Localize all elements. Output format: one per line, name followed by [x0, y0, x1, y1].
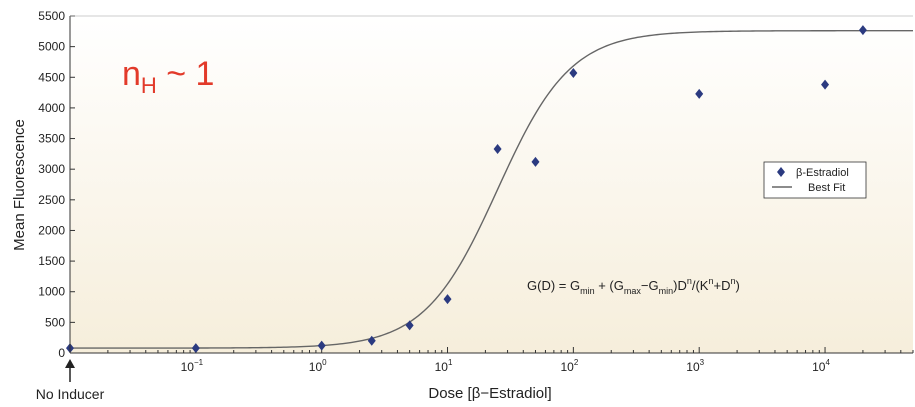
- y-tick-label: 1000: [38, 285, 65, 299]
- data-points-group: [66, 25, 867, 354]
- formula-part: + (G: [595, 278, 624, 293]
- nh-main: n: [122, 55, 141, 93]
- no-inducer-arrow-head: [65, 359, 75, 368]
- formula-sup: n: [730, 276, 735, 286]
- data-point: [405, 320, 414, 331]
- nh-rest: ~ 1: [157, 55, 215, 93]
- hill-formula: G(D) = Gmin + (Gmax−Gmin)Dn/(Kn+Dn): [527, 276, 740, 296]
- formula-part: /(K: [692, 278, 709, 293]
- formula-sup: n: [708, 276, 713, 286]
- hill-coefficient-annotation: nH ~ 1: [122, 55, 214, 98]
- y-tick-label: 2000: [38, 223, 65, 237]
- x-tick-label: 100: [309, 358, 327, 374]
- formula-sub: min: [659, 286, 674, 296]
- formula-sub: min: [580, 286, 595, 296]
- x-tick-label: 10−1: [181, 358, 204, 374]
- y-tick-label: 500: [45, 315, 65, 329]
- x-ticks-group: 10−1 100 101 102 103 104: [69, 347, 914, 374]
- data-point: [367, 335, 376, 346]
- x-tick-label: 103: [686, 358, 704, 374]
- y-ticks-group: 0 500 1000 1500 2000 2500 3000 3500 4000 4500 5000…: [38, 9, 75, 360]
- legend-label-series-1: β-Estradiol: [796, 167, 849, 179]
- no-inducer-marker: No Inducer: [36, 359, 105, 402]
- data-point: [443, 294, 452, 305]
- y-tick-label: 4000: [38, 101, 65, 115]
- x-tick-label: 104: [812, 358, 830, 374]
- y-tick-label: 4500: [38, 70, 65, 84]
- data-point: [695, 88, 704, 99]
- data-point: [191, 343, 200, 354]
- formula-part: +D: [714, 278, 731, 293]
- formula-part: ): [736, 278, 740, 293]
- x-axis-label: Dose [β−Estradiol]: [428, 385, 551, 402]
- no-inducer-label: No Inducer: [36, 386, 105, 402]
- data-point: [531, 156, 540, 167]
- y-tick-label: 5500: [38, 9, 65, 23]
- legend-marker-diamond-icon: [777, 167, 785, 177]
- formula-part: G(D) = G: [527, 278, 580, 293]
- y-tick-label: 2500: [38, 193, 65, 207]
- best-fit-line: [70, 30, 913, 349]
- formula-part: )D: [673, 278, 687, 293]
- formula-sub: max: [624, 286, 642, 296]
- formula-part: −G: [641, 278, 659, 293]
- y-axis-label: Mean Fluorescence: [11, 119, 28, 251]
- y-tick-label: 5000: [38, 40, 65, 54]
- y-tick-label: 3500: [38, 132, 65, 146]
- data-point: [493, 143, 502, 154]
- y-tick-label: 1500: [38, 254, 65, 268]
- formula-sup: n: [687, 276, 692, 286]
- legend-label-series-2: Best Fit: [808, 182, 845, 194]
- data-point: [569, 67, 578, 78]
- legend: β-Estradiol Best Fit: [763, 161, 867, 199]
- y-tick-label: 3000: [38, 162, 65, 176]
- y-tick-label: 0: [58, 346, 65, 360]
- nh-sub: H: [141, 73, 157, 98]
- data-point: [821, 79, 830, 90]
- x-tick-label: 102: [560, 358, 578, 374]
- data-point: [317, 340, 326, 351]
- data-point: [858, 25, 867, 36]
- x-tick-label: 101: [435, 358, 453, 374]
